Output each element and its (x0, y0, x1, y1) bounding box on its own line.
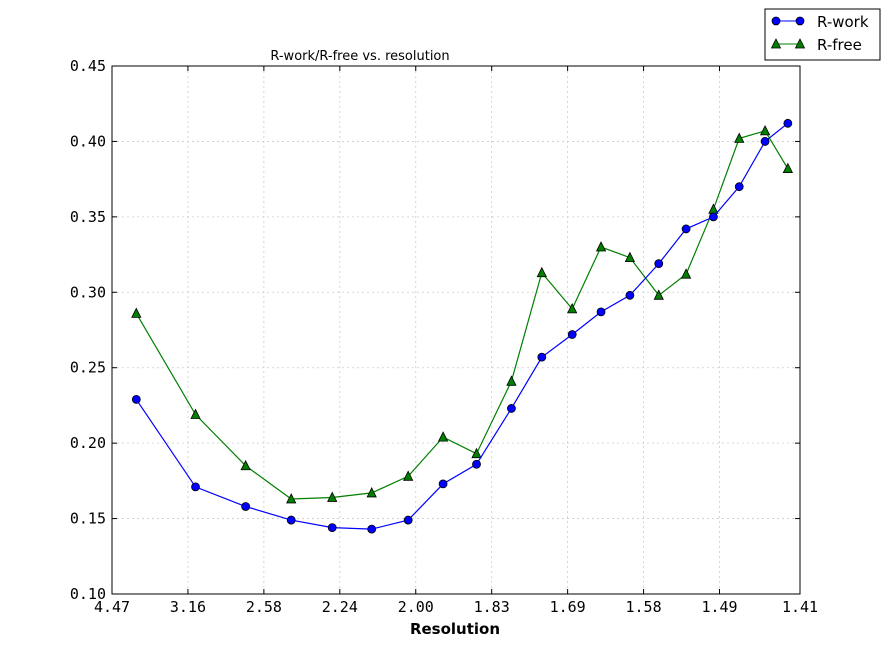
chart-title: R-work/R-free vs. resolution (270, 49, 449, 64)
y-tick-label: 0.30 (70, 283, 106, 301)
data-point-r-work (367, 524, 377, 534)
x-tick-label: 2.58 (246, 598, 282, 616)
data-point-r-work (596, 307, 606, 317)
grid (112, 66, 800, 594)
data-point-r-free (653, 289, 664, 300)
data-point-r-free (403, 470, 414, 481)
series-line-r-free (135, 130, 789, 500)
y-tick-label: 0.20 (70, 434, 106, 452)
y-tick-label: 0.40 (70, 132, 106, 150)
x-tick-label: 1.49 (701, 598, 737, 616)
legend-label-0: R-work (817, 13, 869, 31)
data-point-r-free (624, 251, 636, 262)
x-tick-label: 1.69 (550, 598, 586, 616)
data-point-r-work (191, 482, 200, 492)
data-point-r-free (680, 268, 692, 279)
legend-marker-0 (771, 16, 781, 26)
x-tick-label: 2.24 (322, 598, 358, 616)
data-point-r-work (760, 137, 770, 146)
y-tick-label: 0.15 (70, 510, 106, 528)
x-tick-label: 1.58 (626, 598, 662, 616)
x-tick-label: 4.47 (94, 598, 130, 616)
data-point-r-work (654, 259, 664, 269)
data-point-r-work (625, 290, 635, 300)
legend-box (764, 8, 881, 61)
data-point-r-work (734, 182, 744, 192)
legend: R-work R-free (764, 8, 881, 61)
axis-ticks: 0.10 0.15 0.20 0.25 0.30 0.35 0.40 0.45 4.47 3.16… (70, 57, 818, 616)
data-point-r-free (437, 431, 449, 442)
data-point-r-free (366, 487, 377, 498)
y-tick-label: 0.45 (70, 57, 106, 75)
data-point-r-free (759, 124, 771, 136)
data-point-r-work (709, 212, 718, 222)
data-point-r-free (782, 162, 793, 173)
x-tick-label: 1.41 (782, 598, 818, 616)
data-point-r-work (567, 330, 577, 339)
y-tick-label: 0.25 (70, 359, 106, 377)
data-point-r-free (327, 491, 338, 502)
data-point-r-free (190, 408, 201, 419)
data-point-r-free (734, 132, 745, 143)
data-point-r-free (471, 447, 482, 459)
data-point-r-work (681, 224, 691, 234)
data-point-r-work (783, 118, 793, 128)
data-point-r-work (507, 404, 516, 413)
y-tick-label: 0.35 (70, 208, 106, 226)
x-axis-label: Resolution (410, 620, 500, 638)
series-layer (131, 118, 793, 534)
data-point-r-free (131, 307, 142, 318)
series-line-r-work (135, 122, 789, 530)
data-point-r-work (472, 459, 481, 469)
data-point-r-free (286, 493, 297, 504)
data-point-r-work (438, 479, 448, 489)
y-tick-label: 0.10 (70, 585, 106, 603)
data-point-r-work (286, 515, 296, 525)
x-tick-label: 3.16 (170, 598, 206, 616)
data-point-r-work (537, 352, 547, 362)
data-point-r-work (403, 515, 413, 525)
x-tick-label: 2.00 (398, 598, 434, 616)
legend-marker-1 (770, 38, 782, 49)
legend-marker-0b (795, 16, 805, 26)
x-tick-label: 1.83 (474, 598, 510, 616)
data-point-r-free (595, 241, 607, 252)
data-point-r-free (567, 302, 578, 314)
data-point-r-work (327, 523, 337, 533)
legend-marker-1b (794, 38, 806, 49)
plot-frame (111, 65, 801, 595)
legend-label-1: R-free (817, 36, 862, 54)
data-point-r-free (240, 459, 251, 471)
data-point-r-work (241, 502, 251, 511)
data-point-r-free (536, 266, 547, 278)
data-point-r-free (506, 375, 517, 386)
data-point-r-work (131, 394, 141, 404)
